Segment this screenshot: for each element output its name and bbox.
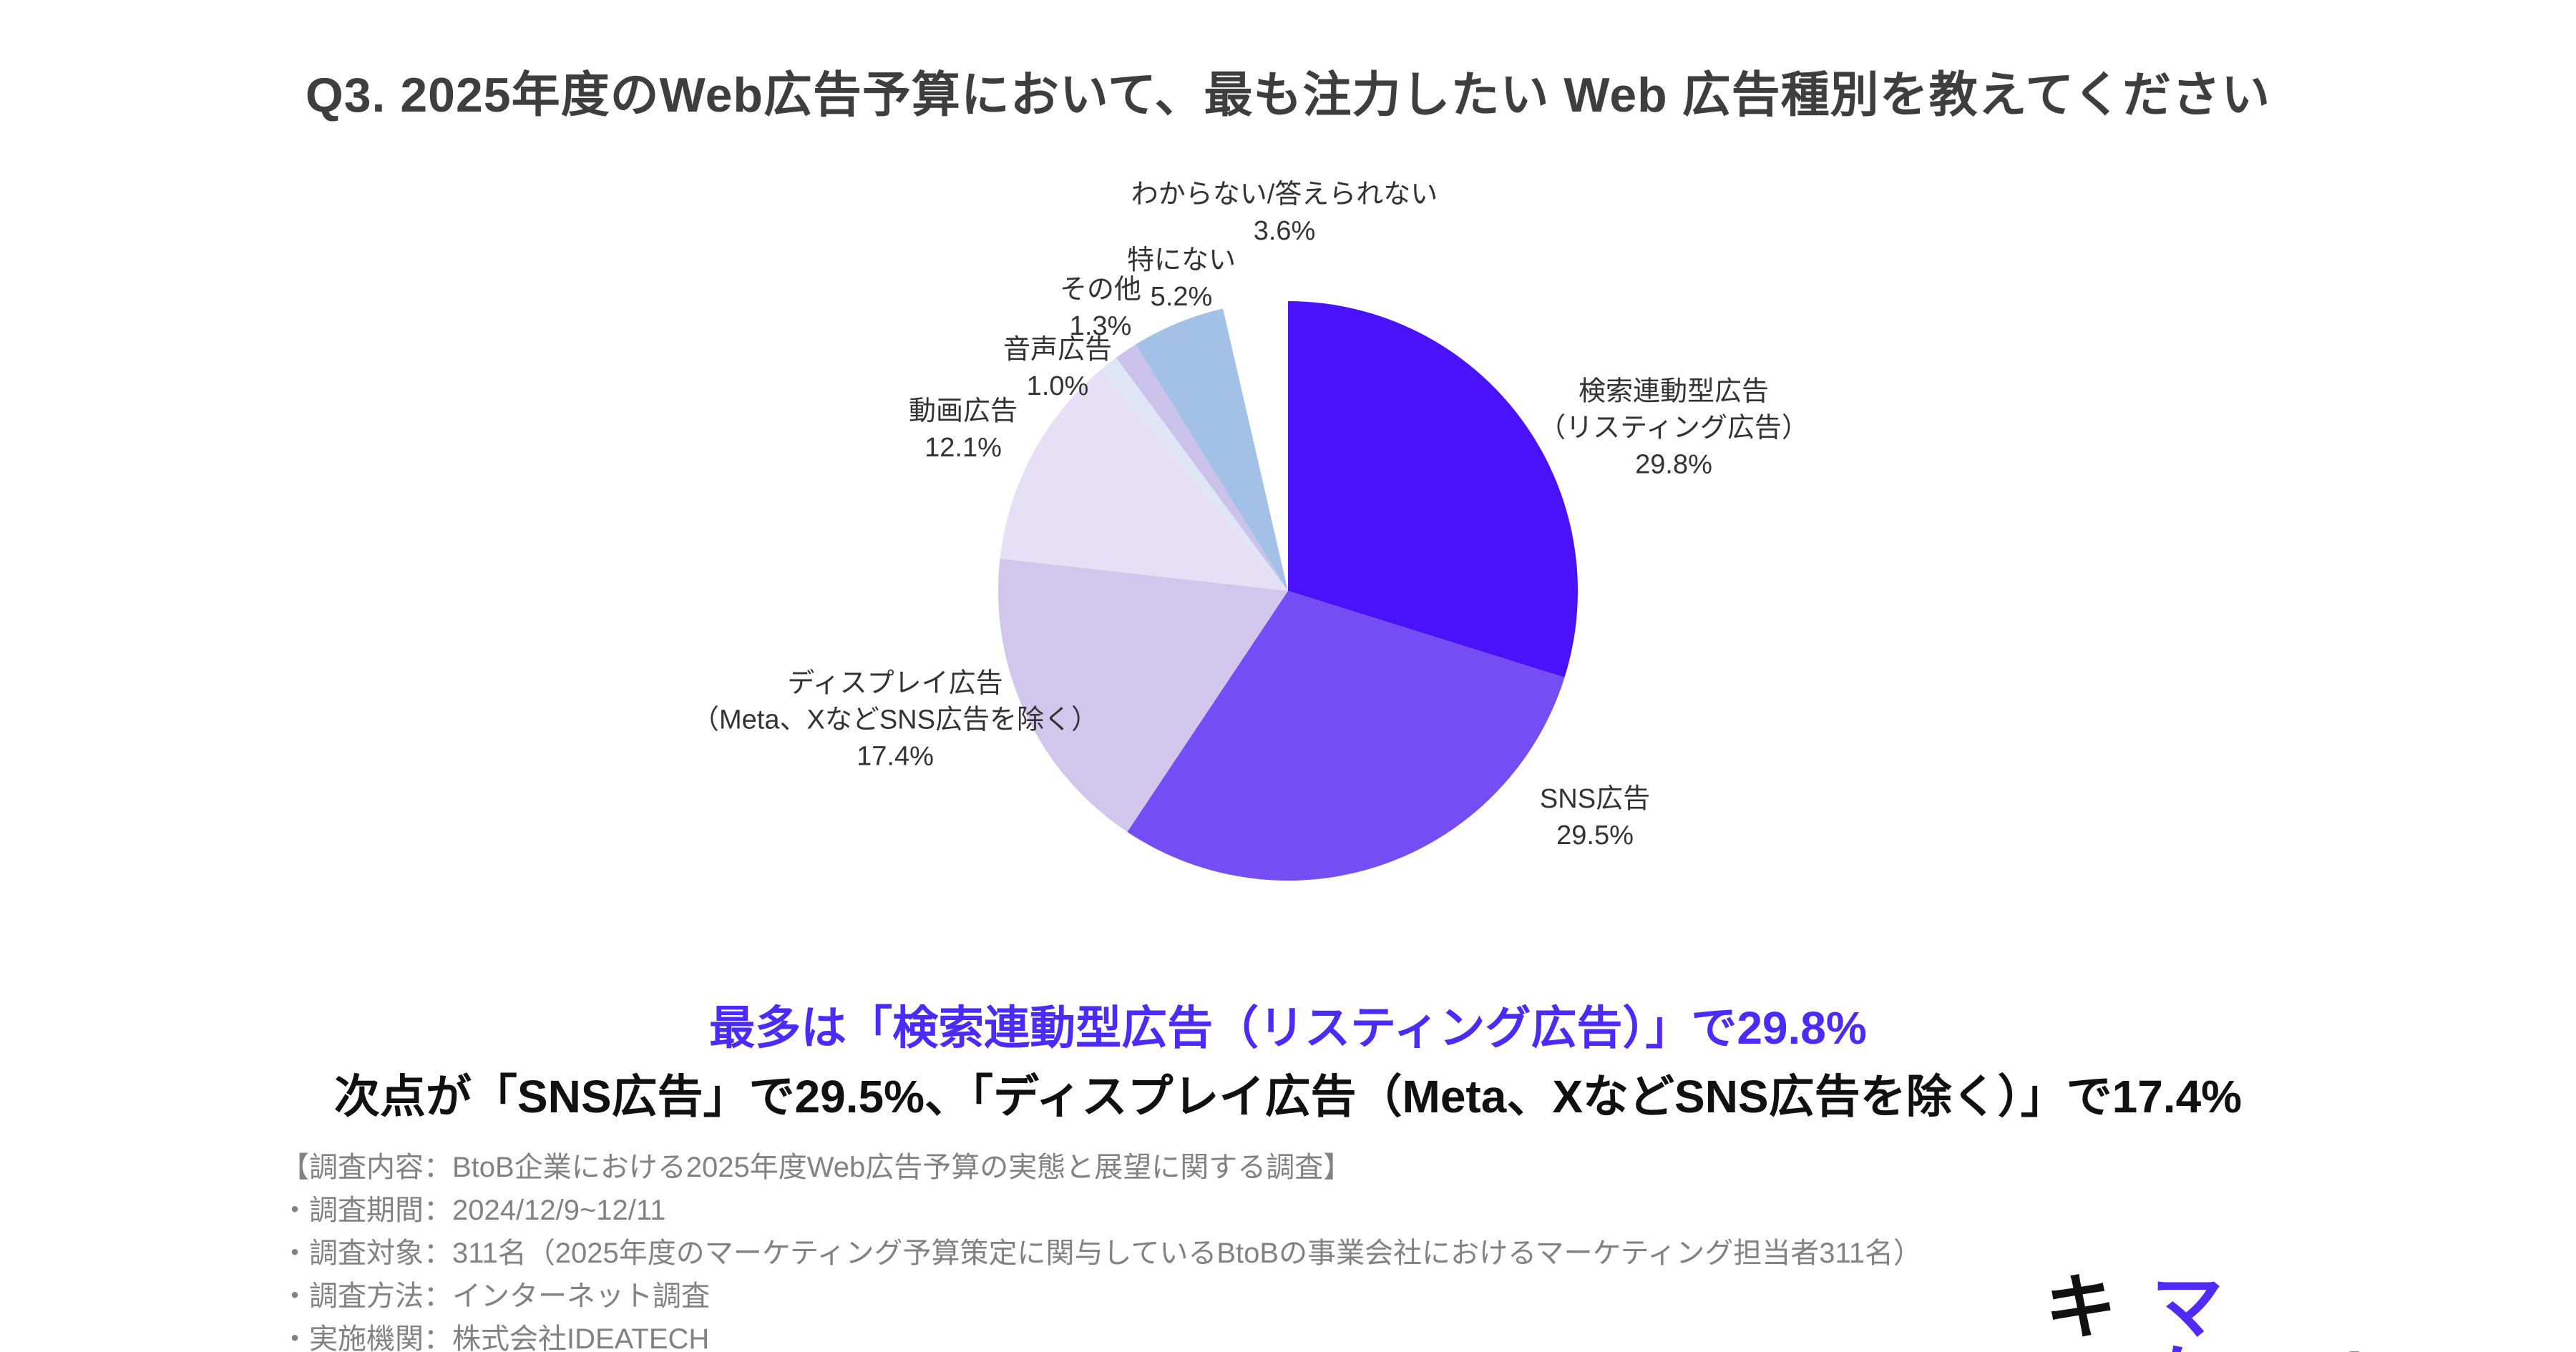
pie-label-display-ads: ディスプレイ広告 （Meta、XなどSNS広告を除く） 17.4% bbox=[692, 668, 1098, 772]
pie-label-sns-ads: SNS広告 29.5% bbox=[1539, 784, 1651, 851]
survey-note-agency: ・実施機関：株式会社IDEATECH bbox=[280, 1323, 710, 1352]
pie-label-other: その他 1.3% bbox=[1059, 275, 1142, 341]
survey-note-target: ・調査対象：311名（2025年度のマーケティング予算策定に関与しているBtoB… bbox=[280, 1238, 1923, 1269]
logo-text-lab: Lab bbox=[2258, 1343, 2390, 1352]
pie-label-audio-ads: 音声広告 1.0% bbox=[1002, 335, 1113, 401]
pie-slice-3 bbox=[1000, 368, 1288, 591]
pie-slice-7 bbox=[1223, 301, 1288, 591]
summary-highlight-line: 最多は「検索連動型広告（リスティング広告）」で29.8% bbox=[709, 1002, 1867, 1054]
logo-text-make: マケ bbox=[2151, 1268, 2225, 1352]
pie-chart bbox=[998, 301, 1578, 881]
pie-slice-4 bbox=[1101, 358, 1288, 591]
survey-notes: 【調査内容：BtoB企業における2025年度Web広告予算の実態と展望に関する調… bbox=[280, 1146, 2069, 1352]
survey-note-method: ・調査方法：インターネット調査 bbox=[280, 1280, 710, 1312]
pie-label-none: 特にない 5.2% bbox=[1126, 245, 1236, 312]
pie-slice-2 bbox=[998, 558, 1288, 832]
pie-slice-0 bbox=[1288, 301, 1578, 678]
survey-note-period: ・調査期間：2024/12/9~12/11 bbox=[280, 1195, 666, 1226]
logo-text-kii: キー bbox=[2045, 1268, 2118, 1352]
page-title: Q3. 2025年度のWeb広告予算において、最も注力したい Web 広告種別を… bbox=[305, 68, 2271, 122]
brand-logo: キー マケ Lab By VectorDigital bbox=[2045, 1272, 2576, 1352]
summary-secondary-line: 次点が「SNS広告」で29.5%、「ディスプレイ広告（Meta、XなどSNS広告… bbox=[333, 1071, 2243, 1122]
pie-label-dont-know: わからない/答えられない 3.6% bbox=[1131, 180, 1438, 246]
pie-slice-6 bbox=[1136, 308, 1288, 591]
pie-label-video-ads: 動画広告 12.1% bbox=[908, 396, 1018, 463]
pie-label-search-ads: 検索連動型広告 （リスティング広告） 29.8% bbox=[1538, 376, 1809, 480]
summary-block: 最多は「検索連動型広告（リスティング広告）」で29.8% 次点が「SNS広告」で… bbox=[0, 1000, 2576, 1125]
survey-note-content: 【調査内容：BtoB企業における2025年度Web広告予算の実態と展望に関する調… bbox=[280, 1152, 1352, 1183]
pie-slice-5 bbox=[1116, 344, 1288, 591]
pie-slice-1 bbox=[1127, 591, 1565, 881]
